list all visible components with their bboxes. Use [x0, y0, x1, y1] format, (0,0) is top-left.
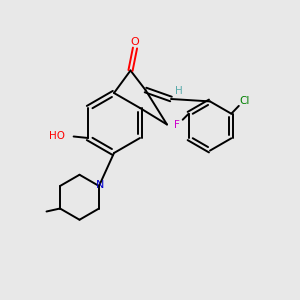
- Text: O: O: [130, 37, 140, 47]
- Text: F: F: [174, 120, 180, 130]
- Text: N: N: [95, 180, 104, 190]
- Text: HO: HO: [49, 131, 64, 141]
- Text: H: H: [175, 85, 182, 96]
- Text: Cl: Cl: [240, 96, 250, 106]
